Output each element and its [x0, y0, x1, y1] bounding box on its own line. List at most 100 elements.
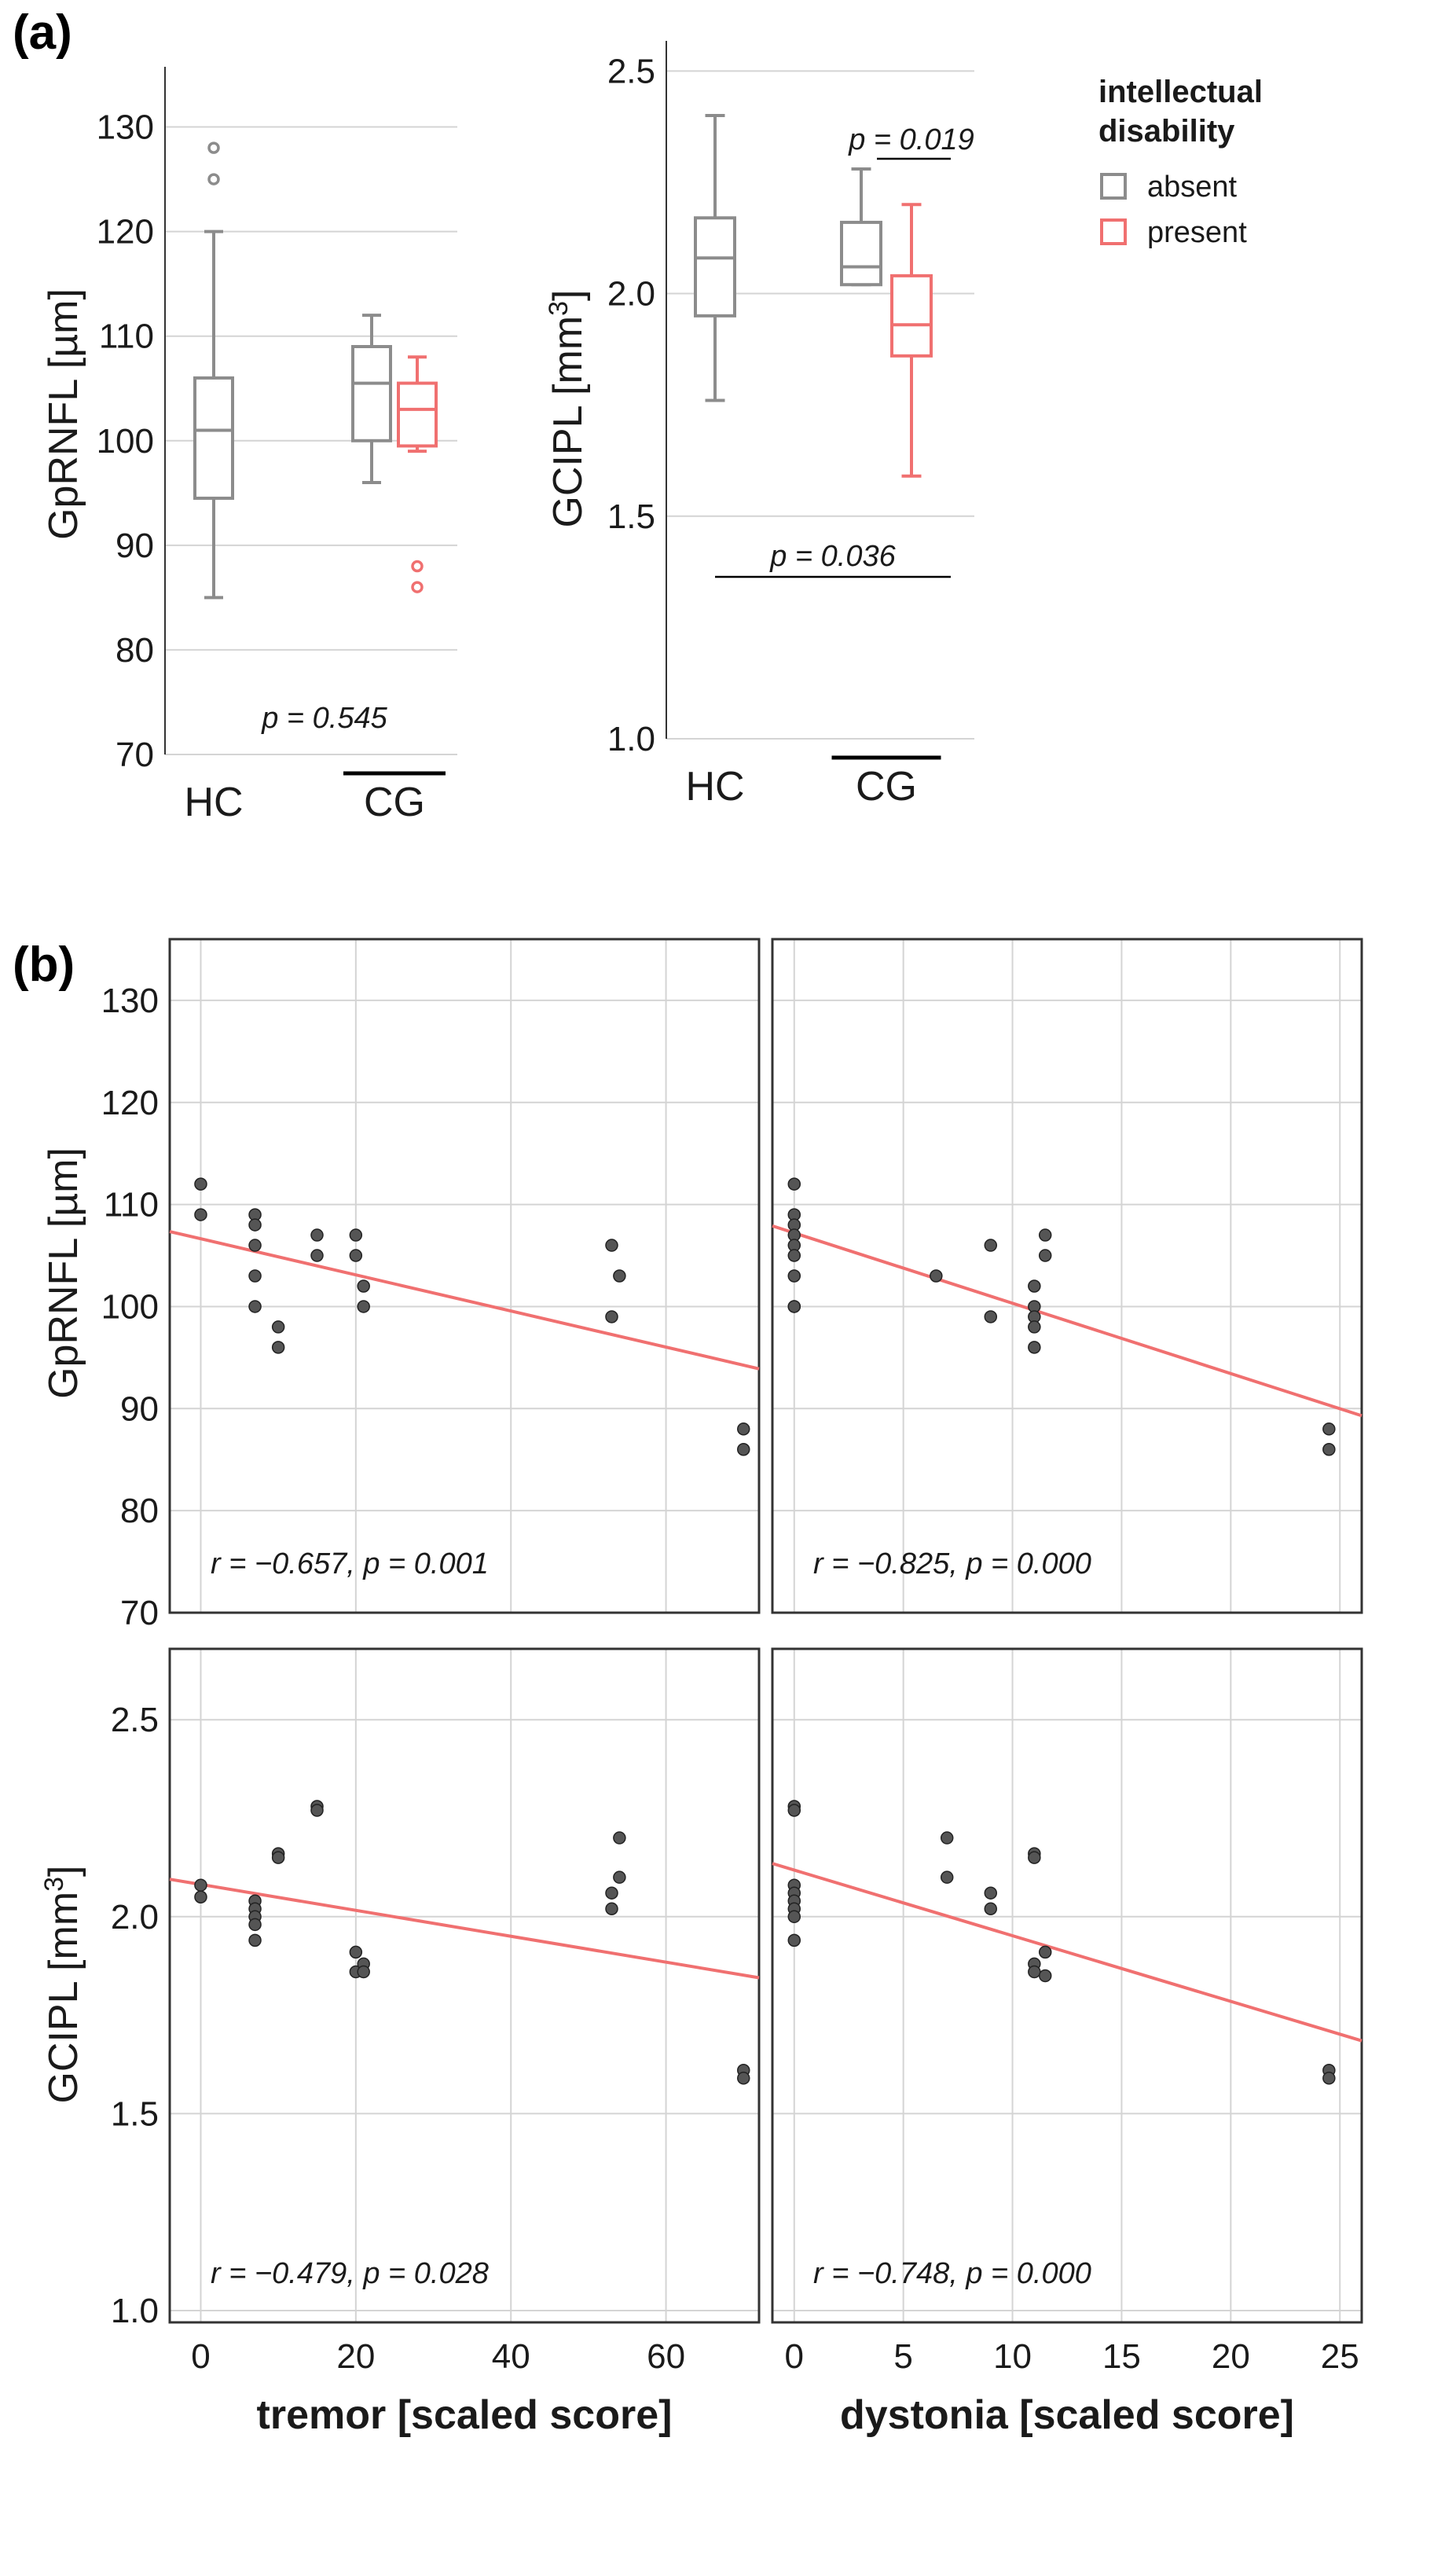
legend-label-present: present [1147, 216, 1247, 249]
x-axis-label: dystonia [scaled score] [840, 2392, 1294, 2438]
scatter-panel-b1: 70 80 90 100 110 120 130 r = −0.657, p = 0.001 G… [41, 938, 761, 1632]
y-tick-label: 120 [101, 1084, 159, 1122]
y-axis-label-text: GCIPL [mm [545, 316, 591, 528]
data-point [984, 1310, 998, 1323]
data-point [248, 1933, 262, 1947]
y-axis-label-superscript: 3 [39, 1877, 69, 1892]
regression-line [169, 1230, 760, 1371]
panel-label-a: (a) [13, 6, 72, 60]
group-label-cg: CG [364, 780, 425, 825]
x-tick-label: 25 [1321, 2337, 1359, 2376]
data-point [1028, 1851, 1041, 1864]
box-cg-present [397, 355, 438, 593]
y-tick-label: 90 [116, 527, 154, 565]
y-tick-label: 80 [120, 1492, 159, 1530]
x-tick-label: 0 [191, 2337, 210, 2376]
data-point [310, 1228, 324, 1242]
box-panel-a1: 70 80 90 100 110 120 130 HC CG p = 0.545 GpRNFL [µ… [41, 67, 457, 825]
data-point [248, 1239, 262, 1252]
x-tick-label: 10 [993, 2337, 1032, 2376]
x-tick-label: 20 [1212, 2337, 1250, 2376]
y-axis-label-gprnfl: GpRNFL [µm] [41, 1147, 86, 1399]
data-point [737, 2072, 750, 2085]
data-point [605, 1902, 618, 1916]
data-point [787, 1933, 801, 1947]
panel-frame [771, 938, 1363, 1614]
data-point [1038, 1228, 1052, 1242]
scatter-panel-b4: 0 5 10 15 20 25 r = −0.748, p = 0.000 dystonia … [771, 1647, 1363, 2438]
legend: intellectual disability absent present [1098, 75, 1263, 249]
data-point [1038, 1945, 1052, 1959]
x-tick-label: 15 [1102, 2337, 1141, 2376]
x-axis-label: tremor [scaled score] [257, 2392, 673, 2438]
data-point [787, 1910, 801, 1924]
data-point [613, 1269, 626, 1283]
y-tick-label: 1.0 [607, 720, 655, 758]
legend-swatch-absent [1100, 173, 1127, 200]
data-point [787, 1300, 801, 1313]
y-axis-label-gcipl: GCIPL [mm3] [544, 289, 591, 527]
data-point [248, 1300, 262, 1313]
group-label-hc: HC [184, 780, 243, 825]
data-point [787, 1177, 801, 1191]
data-point [787, 1804, 801, 1817]
data-point [930, 1269, 943, 1283]
y-tick-label: 70 [120, 1594, 159, 1632]
data-point [1028, 1341, 1041, 1354]
legend-title: intellectual [1098, 75, 1263, 109]
data-point [613, 1870, 626, 1884]
y-tick-label: 130 [101, 982, 159, 1020]
data-point [194, 1878, 207, 1892]
data-point [787, 1269, 801, 1283]
data-point [940, 1870, 954, 1884]
panel-frame [168, 1647, 761, 2324]
y-tick-label: 2.0 [111, 1898, 159, 1936]
data-point [1028, 1965, 1041, 1979]
y-tick-label: 2.0 [607, 275, 655, 314]
scatter-panel-b2: r = −0.825, p = 0.000 [771, 938, 1363, 1614]
box-panel-a2: 1.0 1.5 2.0 2.5 HC CG p = 0.019 p = 0.036 GCIPL … [544, 41, 974, 809]
y-tick-label: 100 [101, 1287, 159, 1326]
data-point [737, 1422, 750, 1436]
data-point [605, 1239, 618, 1252]
y-tick-label: 1.5 [607, 497, 655, 536]
panel-label-b: (b) [13, 938, 75, 992]
correlation-annotation: r = −0.748, p = 0.000 [813, 2257, 1091, 2290]
group-label-hc: HC [685, 764, 744, 809]
outlier-point [207, 141, 220, 154]
x-tick-label: 60 [647, 2337, 685, 2376]
regression-line [169, 1878, 760, 1980]
box-iqr [397, 381, 438, 448]
y-axis-label-gprnfl: GpRNFL [µm] [41, 288, 86, 540]
panel-frame [168, 938, 761, 1614]
y-tick-label: 110 [99, 318, 154, 356]
y-axis-label-bracket: ] [545, 289, 591, 300]
y-tick-label: 80 [116, 631, 154, 670]
x-tick-label: 20 [336, 2337, 375, 2376]
data-point [271, 1341, 285, 1354]
legend-label-absent: absent [1147, 171, 1238, 204]
data-point [194, 1208, 207, 1221]
data-point [310, 1804, 324, 1817]
data-point [1038, 1969, 1052, 1983]
data-point [194, 1177, 207, 1191]
data-point [349, 1249, 363, 1262]
box-cg-absent [840, 167, 882, 287]
regression-line [772, 1224, 1362, 1418]
panel-frame [771, 1647, 1363, 2324]
legend-title: disability [1098, 114, 1235, 149]
y-tick-label: 1.5 [111, 2094, 159, 2133]
data-point [248, 1218, 262, 1232]
scatter-panel-b3: 1.0 1.5 2.0 2.5 0 20 40 60 r = −0.479, p = 0.028… [39, 1647, 761, 2438]
box-cg-present [890, 203, 933, 478]
y-tick-label: 2.5 [607, 52, 655, 90]
y-axis-label-superscript: 3 [544, 301, 574, 316]
group-label-cg: CG [856, 764, 917, 809]
data-point [349, 1945, 363, 1959]
p-value-annotation: p = 0.545 [261, 702, 387, 735]
data-point [271, 1851, 285, 1864]
correlation-annotation: r = −0.657, p = 0.001 [211, 1547, 489, 1580]
box-iqr [890, 273, 933, 358]
y-tick-label: 2.5 [111, 1701, 159, 1739]
